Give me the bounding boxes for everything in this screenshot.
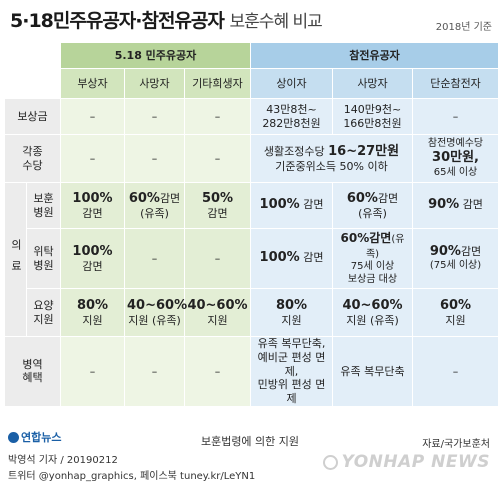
allowance-label: 생활조정수당	[263, 144, 329, 158]
header-518: 5.18 민주유공자	[60, 42, 251, 69]
cell: 40~60% 지원 (유족)	[124, 288, 187, 337]
cell: 90%감면 (75세 이상)	[411, 228, 500, 289]
cell: 100% 감면	[250, 228, 333, 289]
cell: 90% 감면	[411, 182, 500, 229]
subheader-other: 기타희생자	[184, 68, 251, 99]
cell: –	[184, 336, 251, 407]
cell: 60%감면(유족) 75세 이상 보상금 대상	[332, 228, 413, 289]
header-war: 참전유공자	[249, 42, 500, 69]
cell: 100% 감면	[60, 182, 125, 229]
comparison-table: 5.18 민주유공자 참전유공자 부상자 사망자 기타희생자 상이자 사망자 단…	[4, 42, 500, 407]
cell: 43만8천~ 282만8천원	[250, 98, 333, 135]
cell: –	[411, 98, 500, 135]
row-label-compensation: 보상금	[4, 98, 61, 135]
cell: 참전명예수당 30만원, 65세 이상	[411, 134, 500, 183]
cell: 40~60% 지원 (유족)	[332, 288, 413, 337]
subheader-deceased: 사망자	[124, 68, 185, 99]
row-label-vet-hospital: 보훈 병원	[26, 182, 61, 229]
cell: –	[60, 336, 125, 407]
logo-mark-icon	[8, 431, 19, 443]
cell: 80% 지원	[250, 288, 333, 337]
cell: –	[184, 228, 251, 289]
basis-year: 2018년 기준	[435, 22, 492, 33]
cell: –	[124, 134, 185, 183]
subheader-war-deceased: 사망자	[332, 68, 413, 99]
cell: –	[60, 98, 125, 135]
watermark-icon	[322, 454, 338, 470]
row-label-military: 병역 혜택	[4, 336, 61, 407]
subheader-simple: 단순참전자	[411, 68, 500, 99]
cell: 60%감면 (유족)	[332, 182, 413, 229]
cell: 50% 감면	[184, 182, 251, 229]
subheader-wounded: 상이자	[250, 68, 333, 99]
subheader-injured: 부상자	[60, 68, 125, 99]
cell: 유족 복무단축	[332, 336, 413, 407]
cell: 60% 지원	[411, 288, 500, 337]
cell: –	[60, 134, 125, 183]
cell: –	[184, 134, 251, 183]
cell: 80% 지원	[60, 288, 125, 337]
row-label-consigned-hospital: 위탁 병원	[26, 228, 61, 289]
title-sub: 보훈수혜 비교	[229, 12, 323, 32]
credit-reporter: 박영석 기자 / 20190212	[8, 455, 118, 466]
source: 자료/국가보훈처	[422, 439, 490, 450]
cell: –	[411, 336, 500, 407]
cell: –	[124, 336, 185, 407]
cell: 40~60% 지원	[184, 288, 251, 337]
cell: 100% 감면	[250, 182, 333, 229]
cell: –	[124, 98, 185, 135]
row-label-nursing: 요양 지원	[26, 288, 61, 337]
cell: –	[184, 98, 251, 135]
cell: 100% 감면	[60, 228, 125, 289]
watermark: YONHAP NEWS	[322, 452, 490, 472]
cell: 유족 복무단축, 예비군 편성 면제, 민방위 편성 면제	[250, 336, 333, 407]
row-label-medical: 의료	[4, 182, 27, 337]
cell: –	[124, 228, 185, 289]
credit-social: 트위터 @yonhap_graphics, 페이스북 tuney.kr/LeYN…	[8, 471, 256, 482]
page-title: 5·18민주유공자·참전유공자 보훈수혜 비교	[10, 6, 323, 33]
corner-cell-2	[4, 68, 61, 99]
yonhap-logo: 연합뉴스	[8, 429, 61, 445]
allowance-merged-cell: 생활조정수당 16~27만원 기준중위소득 50% 이하	[250, 134, 413, 183]
allowance-condition: 기준중위소득 50% 이하	[275, 159, 388, 173]
cell: 60%감면 (유족)	[124, 182, 185, 229]
title-main: 5·18민주유공자·참전유공자	[10, 10, 225, 32]
row-label-allowance: 각종 수당	[4, 134, 61, 183]
footer-note: 보훈법령에 의한 지원	[200, 435, 300, 448]
corner-cell	[4, 42, 61, 69]
cell: 140만9천~ 166만8천원	[332, 98, 413, 135]
allowance-amount: 16~27만원	[328, 143, 400, 159]
